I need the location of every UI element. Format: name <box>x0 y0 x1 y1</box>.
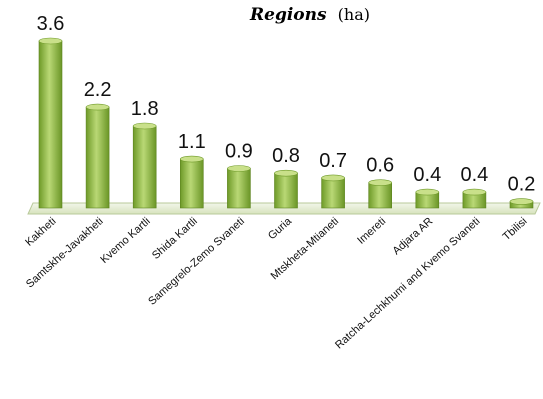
bar-top <box>368 179 393 186</box>
bar-top <box>85 103 110 111</box>
bar <box>368 179 393 209</box>
value-label: 1.8 <box>131 98 159 120</box>
value-label: 0.4 <box>413 164 441 186</box>
value-label: 1.1 <box>178 131 206 153</box>
bar <box>227 165 251 209</box>
bar <box>415 188 440 209</box>
bar-body <box>321 177 345 209</box>
bar <box>38 37 63 209</box>
category-label: Shida Kartli <box>150 215 200 262</box>
bar-top <box>509 198 534 205</box>
chart-unit: (ha) <box>337 5 370 24</box>
bar <box>180 155 204 209</box>
bar-body <box>85 106 110 209</box>
chart-title: Regions <box>250 5 327 25</box>
bar-top <box>38 37 63 45</box>
bars-group <box>38 37 534 209</box>
bar-top <box>227 165 251 172</box>
value-label: 0.9 <box>225 141 253 163</box>
bar-body <box>274 172 298 209</box>
category-label: Samegrelo-Zemo Svaneti <box>146 215 247 307</box>
bar-top <box>321 174 345 182</box>
value-label: 0.2 <box>508 174 536 196</box>
bar-top <box>274 169 298 177</box>
chart-title-group: Regions (ha) <box>250 5 370 25</box>
bar-top <box>415 188 440 196</box>
bar <box>132 122 157 209</box>
value-label: 0.6 <box>366 155 394 177</box>
bar-body <box>227 168 251 209</box>
category-label: Samtskhe-Javakheti <box>24 215 106 290</box>
value-label: 2.2 <box>84 79 112 101</box>
category-label: Kvemo Kartli <box>98 215 152 266</box>
bar-body <box>180 158 204 209</box>
bar-body <box>368 182 393 209</box>
bar-body <box>38 40 63 209</box>
bar-top <box>462 188 487 196</box>
value-label: 0.4 <box>460 164 488 186</box>
bar-body <box>132 125 157 209</box>
bar <box>509 198 534 209</box>
bar <box>462 188 487 209</box>
category-label: Imereti <box>355 215 388 246</box>
category-label: Guria <box>266 215 295 243</box>
bar-top <box>132 122 157 130</box>
bar <box>85 103 110 209</box>
value-labels-group: 3.6 2.2 1.8 1.1 0.9 0.8 0.7 0.6 0.4 0.4 0.2 <box>37 13 536 196</box>
bar <box>274 169 298 209</box>
bar <box>321 174 345 209</box>
category-label: Adjara AR <box>390 215 435 257</box>
value-label: 0.8 <box>272 145 300 167</box>
value-label: 3.6 <box>37 13 65 35</box>
category-label: Kakheti <box>23 215 58 248</box>
value-label: 0.7 <box>319 150 347 172</box>
category-label: Tbilisi <box>501 215 530 243</box>
bar-top <box>180 155 204 163</box>
